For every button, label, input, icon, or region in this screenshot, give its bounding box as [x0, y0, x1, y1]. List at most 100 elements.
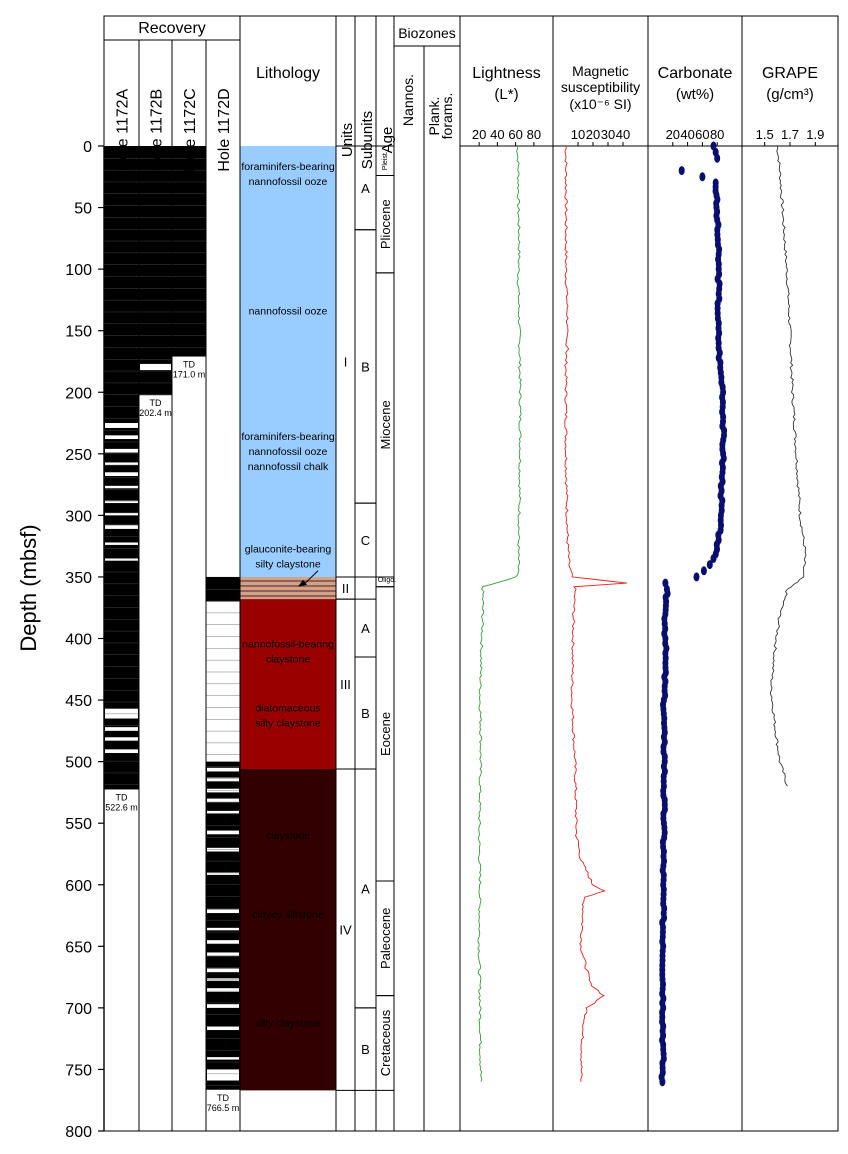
subunit-label: A [361, 181, 370, 196]
log-tick-label: 20 [586, 127, 600, 142]
carbonate-point [662, 653, 669, 663]
subunit-label: C [361, 533, 370, 548]
log-tick-label: 1.5 [756, 127, 774, 142]
recovery-gap [140, 363, 171, 371]
recovery-gap [105, 542, 138, 545]
recovery-gap [105, 448, 138, 453]
lithology-unit-III [240, 599, 336, 770]
depth-tick-label: 800 [65, 1124, 92, 1141]
carbonate-point [660, 776, 667, 786]
log-tick-label: 1.9 [806, 127, 824, 142]
biozone-nannos-header: Nannos. [400, 74, 416, 126]
td-label: TD [116, 792, 128, 802]
carbonate-point [713, 211, 720, 221]
lithology-label: nannofossil-bearing [242, 639, 334, 651]
log-unit: (wt%) [676, 86, 714, 103]
recovery-gap [207, 940, 239, 944]
carbonate-point [662, 593, 669, 602]
lithology-label: silty claystone [255, 718, 321, 730]
recovery-gap [105, 435, 138, 440]
unit-label: IV [339, 923, 352, 938]
recovery-gap [105, 525, 138, 529]
subunit-header: Subunits [359, 111, 376, 169]
carbonate-point [660, 814, 667, 824]
log-curve-grape [769, 145, 807, 787]
lithology-label: nannofossil chalk [248, 461, 329, 473]
log-tick-label: 60 [695, 127, 709, 142]
recovery-core [206, 761, 240, 1090]
age-label: Miocene [378, 400, 393, 449]
carbonate-point [714, 309, 721, 318]
carbonate-point [661, 629, 668, 639]
biozone-forams-header-2: forams. [439, 93, 455, 140]
lithology-unit-II [240, 576, 336, 600]
recovery-gap [207, 952, 239, 957]
subunit-label: B [361, 359, 370, 374]
recovery-core [172, 146, 206, 357]
lithology-unit-IV [240, 769, 336, 1091]
unit-label: I [344, 354, 348, 369]
depth-tick-label: 100 [65, 262, 92, 279]
depth-tick-label: 650 [65, 939, 92, 956]
hole-name: Hole 1172B [149, 89, 166, 171]
carbonate-point [718, 505, 725, 515]
carbonate-point [715, 530, 722, 540]
biozones-header: Biozones [398, 25, 456, 41]
td-value: 522.6 m [105, 802, 138, 812]
log-tick-label: 30 [601, 127, 615, 142]
carbonate-point [700, 566, 707, 576]
log-tick-label: 40 [490, 127, 504, 142]
arrow-head [298, 579, 307, 587]
log-title: GRAPE [762, 65, 818, 82]
log-title: Magnetic [572, 63, 629, 79]
depth-tick-label: 200 [65, 385, 92, 402]
log-tick-label: 40 [616, 127, 630, 142]
recovery-gap [207, 927, 239, 931]
carbonate-point [719, 407, 726, 417]
log-title-2: susceptibility [561, 79, 640, 95]
lithology-column: foraminifers-bearing nannofossil ooze nann… [240, 146, 336, 1091]
hole-name: Hole 1172A [115, 88, 132, 171]
depth-tick-label: 250 [65, 447, 92, 464]
lithology-label: diatomaceous [255, 703, 320, 715]
recovery-gap [207, 1004, 239, 1008]
carbonate-point [706, 560, 713, 570]
recovery-gap [105, 727, 138, 731]
column-frame [103, 15, 839, 1132]
log-curve-magsus [564, 145, 627, 1082]
recovery-gap [207, 1057, 239, 1060]
unit-header: Units [339, 123, 356, 157]
carbonate-point [659, 998, 666, 1008]
hole-name: Hole 1172D [216, 88, 233, 171]
log-tick-label: 80 [527, 127, 541, 142]
recovery-gap [207, 830, 239, 835]
lithology-header: Lithology [256, 65, 320, 82]
recovery-gap [105, 462, 138, 465]
subunit-column: A B C A B A B Subunits [355, 111, 376, 1091]
subunit-label: B [361, 1042, 370, 1057]
age-label: Pleist. [382, 151, 389, 170]
recovery-gap [207, 777, 239, 782]
lithology-label: silty claystone [255, 559, 321, 571]
recovery-gap [105, 512, 138, 516]
log-tick-label: 20 [472, 127, 486, 142]
depth-tick-label: 0 [83, 139, 92, 156]
unit-label: III [340, 677, 351, 692]
lithology-label: nannofossil ooze [249, 306, 328, 318]
recovery-gap [207, 978, 239, 981]
lithology-label: clayey siltstone [252, 909, 323, 921]
depth-tick-label: 600 [65, 878, 92, 895]
log-tick-label: 60 [508, 127, 522, 142]
log-tick-label: 10 [571, 127, 585, 142]
unit-label: II [342, 581, 349, 596]
depth-axis: 0 50 100 150 200 250 300 350 400 450 500 550 600 650 7… [16, 139, 105, 1141]
recovery-gap [105, 708, 138, 719]
carbonate-point [661, 727, 668, 737]
biozones-panel: Biozones Nannos. Plank.forams. [394, 25, 460, 139]
carbonate-point [712, 186, 719, 196]
recovery-header: Recovery [138, 20, 206, 37]
td-label: TD [150, 398, 162, 408]
